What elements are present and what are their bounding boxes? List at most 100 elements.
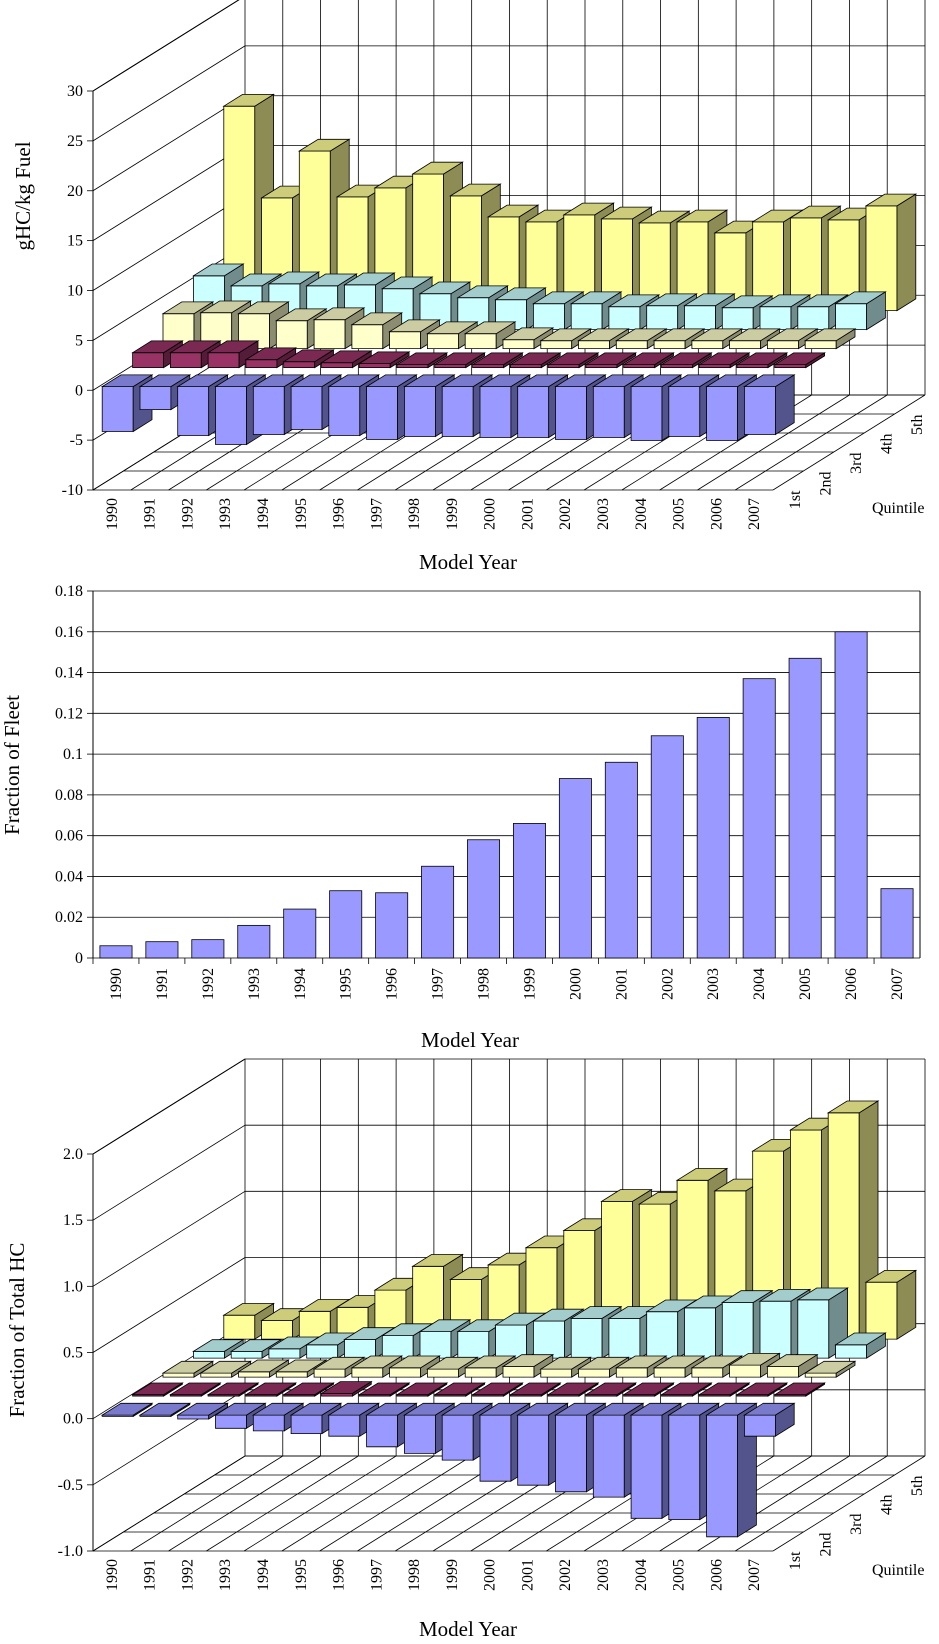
bar-front-face bbox=[684, 305, 716, 331]
chart3-bar bbox=[176, 1402, 229, 1420]
bar-top-face bbox=[297, 138, 351, 152]
bar-front-face bbox=[192, 1351, 225, 1359]
bar-front-face bbox=[434, 364, 467, 369]
bar-front-face bbox=[162, 1372, 195, 1378]
chart1-ytick-label: 20 bbox=[67, 183, 83, 200]
bar-front-face bbox=[578, 1368, 610, 1378]
chart3-floorgrid bbox=[772, 1455, 926, 1552]
chart3-xtick-label: 2006 bbox=[708, 1559, 725, 1591]
bar-front-face bbox=[729, 1364, 761, 1378]
bar-top-face bbox=[350, 1355, 404, 1369]
bar-top-face bbox=[357, 1382, 411, 1396]
bar-top-face bbox=[237, 301, 290, 315]
chart3-xtick-label: 1998 bbox=[406, 1559, 423, 1591]
bar-front-face bbox=[283, 361, 316, 369]
bar-top-face bbox=[192, 263, 245, 277]
chart1-bar bbox=[433, 352, 486, 369]
chart2-bar bbox=[283, 908, 317, 959]
bar-top-face bbox=[237, 1359, 290, 1373]
chart2-bar bbox=[742, 678, 776, 959]
bar-front-face bbox=[691, 1367, 724, 1378]
chart3-bar bbox=[803, 1360, 857, 1378]
chart2-ytick-label: 0.18 bbox=[55, 583, 83, 600]
chart1-xticks: 1990 1991 1992 1993 1994 1995 1996 1997 1998 1999… bbox=[104, 498, 763, 530]
bar-top-face bbox=[569, 291, 623, 305]
chart2-xtick-label: 2001 bbox=[613, 968, 630, 1000]
chart3-ztick-label: 2nd bbox=[818, 1533, 835, 1557]
bar-front-face bbox=[223, 1314, 256, 1340]
bar-front-face bbox=[653, 340, 686, 350]
chart1-bar bbox=[546, 352, 600, 369]
chart1-xtick-label: 1993 bbox=[217, 498, 234, 530]
bar-front-face bbox=[252, 386, 285, 435]
bar-top-face bbox=[426, 1356, 479, 1370]
bar-top-face bbox=[433, 1382, 486, 1396]
chart1-series-5th bbox=[222, 93, 918, 312]
chart2-bar bbox=[99, 945, 133, 959]
bar-top-face bbox=[539, 1356, 592, 1370]
chart1-xtick-label: 2005 bbox=[671, 498, 688, 530]
bar-top-face bbox=[509, 1382, 562, 1396]
bar-top-face bbox=[169, 1382, 222, 1396]
bar-front-face bbox=[268, 1348, 301, 1359]
bar-top-face bbox=[546, 1382, 600, 1396]
chart1-bar bbox=[622, 352, 675, 369]
chart3-bar bbox=[237, 1359, 290, 1378]
bar-top-face bbox=[478, 374, 532, 388]
bar-top-face bbox=[100, 374, 154, 388]
bar-top-face bbox=[131, 340, 184, 354]
bar-front-face bbox=[313, 1368, 346, 1378]
bar-top-face bbox=[289, 374, 343, 388]
bar-front-face bbox=[517, 386, 550, 438]
chart1-series-1st bbox=[100, 374, 796, 446]
chart3-bar bbox=[735, 1382, 789, 1397]
bar-top-face bbox=[214, 1402, 267, 1416]
bar-top-face bbox=[403, 1402, 456, 1416]
bar-top-face bbox=[161, 301, 215, 315]
chart1-bar bbox=[395, 352, 449, 369]
chart2-bar bbox=[558, 778, 592, 959]
chart2-bar bbox=[880, 888, 914, 959]
bar-top-face bbox=[199, 1360, 252, 1374]
bar-top-face bbox=[388, 319, 441, 333]
bar-front-face bbox=[200, 1372, 233, 1378]
chart3-xtick-label: 2005 bbox=[671, 1559, 688, 1591]
bar-top-face bbox=[614, 1355, 668, 1369]
bar-top-face bbox=[577, 1356, 630, 1370]
chart2-xtick-label: 2006 bbox=[843, 968, 860, 1000]
bar-front-face bbox=[479, 1414, 512, 1482]
chart2-ytick-label: 0.14 bbox=[55, 665, 83, 682]
chart3-ztick-label: 1st bbox=[787, 1551, 804, 1570]
chart3-bar bbox=[282, 1382, 335, 1397]
chart1-sidegrid bbox=[92, 145, 246, 241]
bar-top-face bbox=[267, 271, 321, 285]
chart3-sidegrid bbox=[92, 1257, 246, 1353]
bar-top-face bbox=[516, 1402, 569, 1416]
chart1-ztick-label: 1st bbox=[787, 490, 804, 509]
chart3-bar bbox=[660, 1382, 713, 1397]
bar-front-face bbox=[646, 1311, 679, 1359]
chart3-floorgrid bbox=[130, 1455, 283, 1552]
chart1-bar bbox=[509, 352, 562, 369]
chart3-floorgrid bbox=[206, 1455, 359, 1552]
bar-front-face bbox=[721, 307, 754, 331]
bar-top-face bbox=[206, 1382, 260, 1396]
chart2-xtick-label: 1994 bbox=[292, 968, 309, 1000]
chart2-ytick-label: 0 bbox=[75, 950, 83, 967]
chart2-xtick-label: 1998 bbox=[476, 968, 493, 1000]
bar-front-face bbox=[419, 1331, 452, 1359]
bar-front-face bbox=[684, 1307, 716, 1359]
chart1-bar bbox=[743, 374, 796, 436]
bar-front-face bbox=[721, 1302, 754, 1359]
bar-front-face bbox=[608, 1318, 641, 1359]
chart1-xtick-label: 2004 bbox=[633, 498, 650, 530]
bar-front-face bbox=[207, 352, 240, 369]
bar-top-face bbox=[251, 374, 305, 388]
chart3-xtick-label: 1994 bbox=[255, 1559, 272, 1591]
chart3-sidegrid bbox=[92, 1190, 246, 1287]
bar-top-face bbox=[591, 374, 645, 388]
bar-top-face bbox=[320, 1381, 373, 1394]
bar-front-face bbox=[767, 340, 799, 350]
chart1-bar bbox=[584, 352, 638, 369]
chart1-ztick-label: 5th bbox=[909, 415, 926, 435]
